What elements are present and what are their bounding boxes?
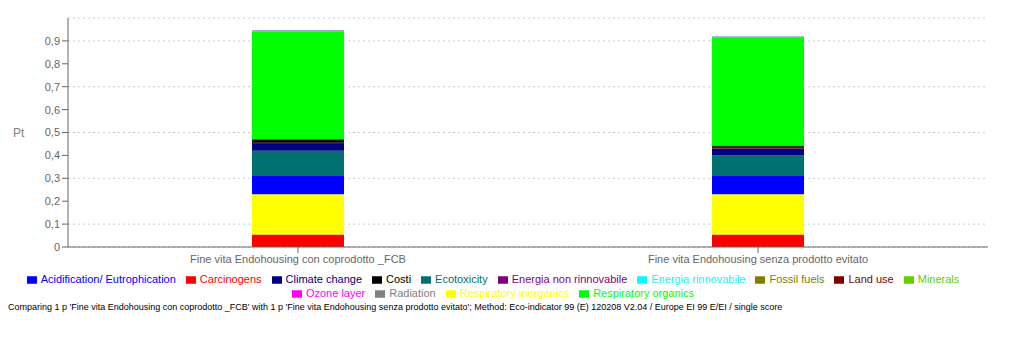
svg-text:0,5: 0,5: [45, 126, 60, 138]
svg-text:0,8: 0,8: [45, 58, 60, 70]
svg-text:0,3: 0,3: [45, 172, 60, 184]
svg-text:0: 0: [54, 241, 60, 253]
html-text:Energia rinnovabile: Energia rinnovabile: [651, 273, 746, 285]
html-text:Ozone layer: Ozone layer: [305, 287, 366, 299]
html-text:Comparing 1 p 'Fine vita Endoh: Comparing 1 p 'Fine vita Endohousing con…: [8, 302, 783, 312]
html-text:Respiratory organics: Respiratory organics: [593, 287, 694, 299]
svg-text:Fine vita Endohousing con copr: Fine vita Endohousing con coprodotto _FC…: [190, 253, 406, 265]
html-text:Acidification/ Eutrophication: Acidification/ Eutrophication: [40, 273, 176, 285]
html-text:Minerals: Minerals: [917, 273, 960, 285]
html-text:Climate change: Climate change: [285, 273, 362, 285]
svg-text:0,1: 0,1: [45, 218, 60, 230]
svg-text:0,7: 0,7: [45, 81, 60, 93]
html-text:Carcinogens: Carcinogens: [199, 273, 262, 285]
svg-text:0,9: 0,9: [45, 35, 60, 47]
html-text:Energia non rinnovabile: Energia non rinnovabile: [511, 273, 628, 285]
html-text:Radiation: Radiation: [389, 287, 436, 299]
svg-text:0,6: 0,6: [45, 104, 60, 116]
html-text:Costi: Costi: [386, 273, 412, 285]
html-text:Ecotoxicity: Ecotoxicity: [435, 273, 488, 285]
svg-text:0,2: 0,2: [45, 195, 60, 207]
svg-text:Pt: Pt: [13, 126, 25, 140]
svg-text:0,4: 0,4: [45, 149, 60, 161]
html-text:Fossil fuels: Fossil fuels: [769, 273, 825, 285]
html-text:Land use: Land use: [848, 273, 894, 285]
html-text:Respiratory inorganics: Respiratory inorganics: [459, 287, 570, 299]
svg-text:Fine vita Endohousing senza pr: Fine vita Endohousing senza prodotto evi…: [648, 253, 868, 265]
